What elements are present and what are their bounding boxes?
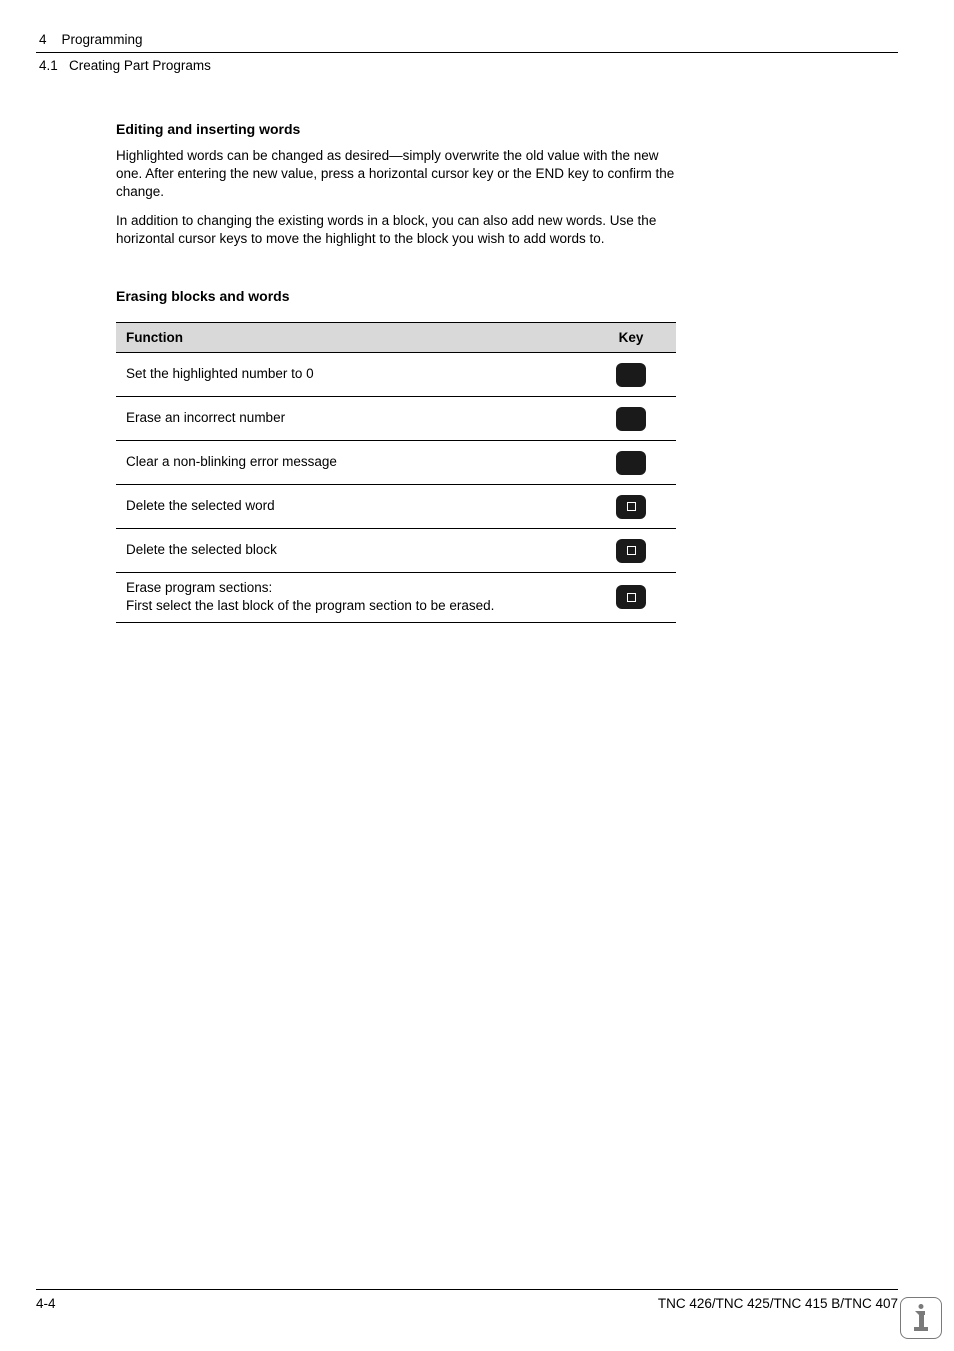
paragraph-2: In addition to changing the existing wor… (116, 212, 676, 248)
column-header-function: Function (126, 330, 596, 345)
footer-divider (36, 1289, 898, 1290)
delete-key-icon (616, 495, 646, 519)
column-header-key: Key (596, 330, 666, 345)
key-cell (596, 363, 666, 387)
table-row: Delete the selected word (116, 485, 676, 529)
key-cell (596, 539, 666, 563)
table-row: Clear a non-blinking error message (116, 441, 676, 485)
function-cell: Delete the selected block (126, 541, 596, 559)
function-cell: Set the highlighted number to 0 (126, 365, 596, 383)
erasing-section-title: Erasing blocks and words (116, 288, 676, 304)
header-divider (36, 52, 898, 53)
section-title: Creating Part Programs (69, 58, 211, 73)
chapter-number: 4 (39, 32, 47, 47)
page-footer: 4-4 TNC 426/TNC 425/TNC 415 B/TNC 407 (36, 1289, 898, 1311)
main-content: Editing and inserting words Highlighted … (116, 121, 676, 623)
function-cell: Erase program sections: First select the… (126, 579, 596, 615)
footer-row: 4-4 TNC 426/TNC 425/TNC 415 B/TNC 407 (36, 1296, 898, 1311)
page-header: 4 Programming 4.1 Creating Part Programs (36, 32, 898, 73)
key-cell (596, 585, 666, 609)
table-row: Set the highlighted number to 0 (116, 353, 676, 397)
blank-key-icon (616, 407, 646, 431)
table-header-row: Function Key (116, 322, 676, 353)
info-dot (919, 1304, 924, 1309)
function-cell: Clear a non-blinking error message (126, 453, 596, 471)
product-model: TNC 426/TNC 425/TNC 415 B/TNC 407 (658, 1296, 898, 1311)
table-row: Erase an incorrect number (116, 397, 676, 441)
table-row: Delete the selected block (116, 529, 676, 573)
chapter-label: 4 Programming (36, 32, 898, 47)
info-icon (900, 1297, 942, 1339)
delete-key-icon (616, 585, 646, 609)
chapter-title: Programming (62, 32, 143, 47)
function-key-table: Function Key Set the highlighted number … (116, 322, 676, 622)
square-indicator (627, 546, 636, 555)
page-number: 4-4 (36, 1296, 56, 1311)
key-cell (596, 407, 666, 431)
info-i-shape (915, 1311, 927, 1333)
square-indicator (627, 593, 636, 602)
paragraph-1: Highlighted words can be changed as desi… (116, 147, 676, 202)
page-container: 4 Programming 4.1 Creating Part Programs… (0, 0, 954, 1351)
function-cell: Erase an incorrect number (126, 409, 596, 427)
section-label: 4.1 Creating Part Programs (36, 58, 898, 73)
square-indicator (627, 502, 636, 511)
function-cell: Delete the selected word (126, 497, 596, 515)
section-number: 4.1 (39, 58, 58, 73)
table-row: Erase program sections: First select the… (116, 573, 676, 622)
editing-section-title: Editing and inserting words (116, 121, 676, 137)
key-cell (596, 495, 666, 519)
delete-key-icon (616, 539, 646, 563)
key-cell (596, 451, 666, 475)
blank-key-icon (616, 363, 646, 387)
blank-key-icon (616, 451, 646, 475)
